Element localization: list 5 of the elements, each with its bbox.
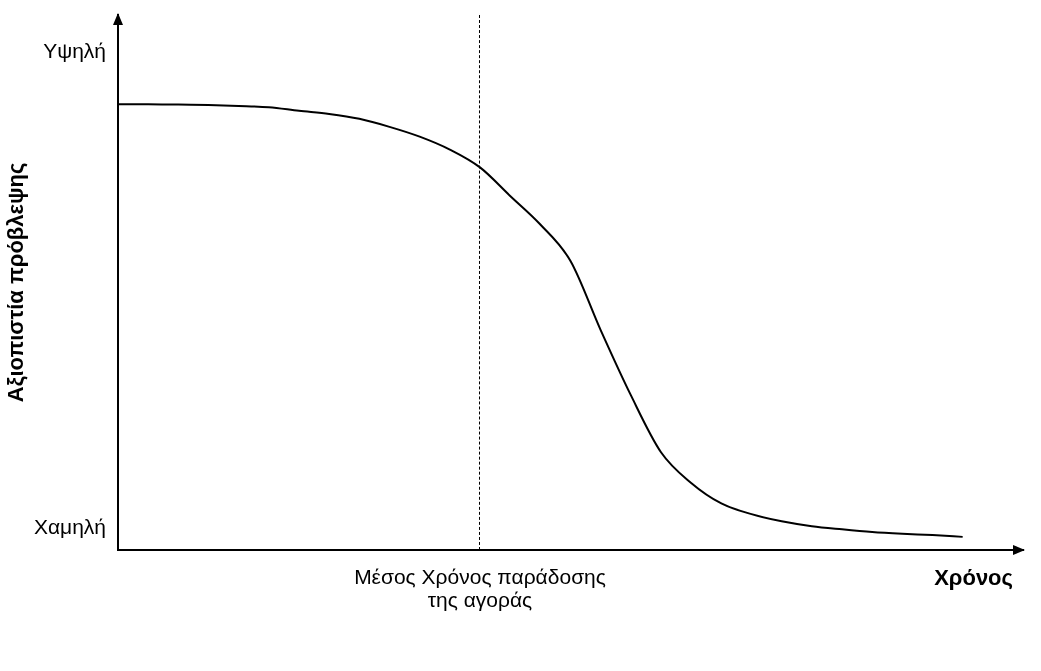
x-axis-title: Χρόνος [934, 564, 1013, 590]
y-axis-title: Αξιοπιστία πρόβλεψης [3, 162, 29, 403]
text: Μέσος Χρόνος παράδοσης της αγοράς [354, 565, 606, 612]
text: Υψηλή [43, 38, 106, 62]
text: Χαμηλή [33, 514, 106, 538]
